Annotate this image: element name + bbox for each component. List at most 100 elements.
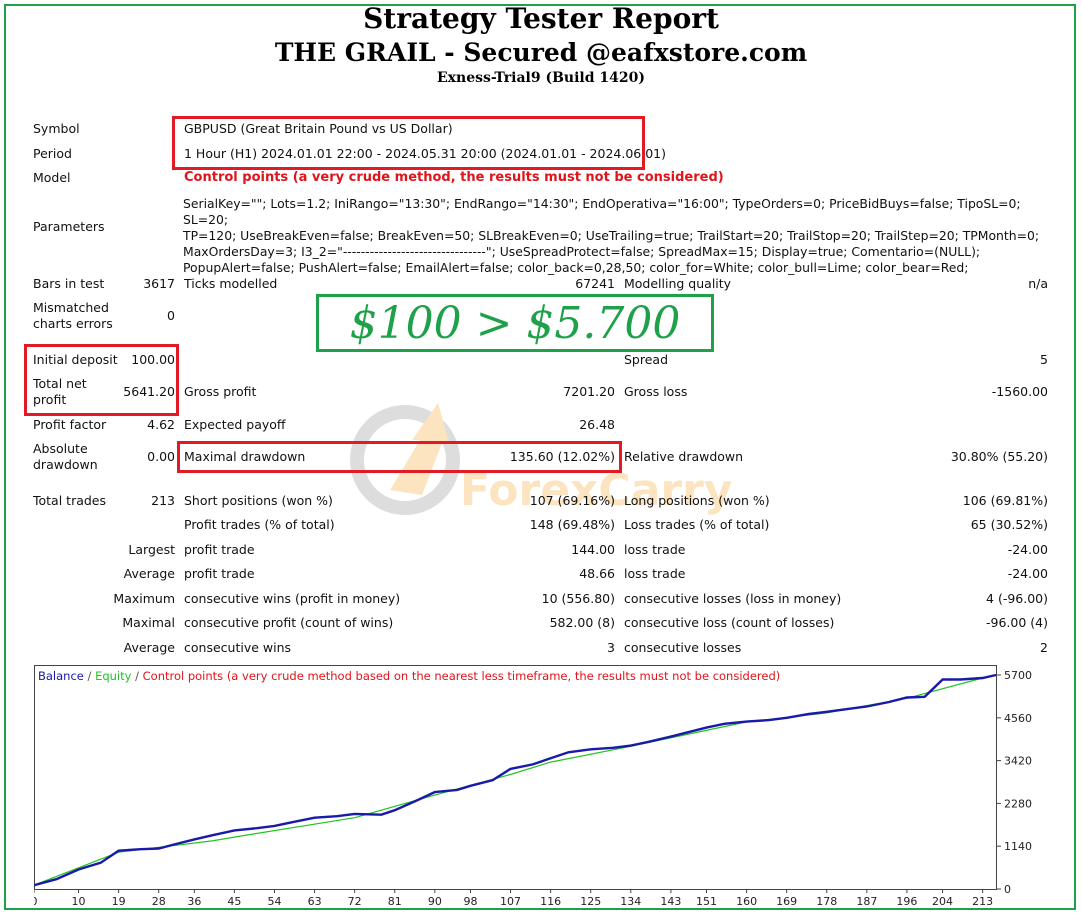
maximal-label: Maximal	[122, 615, 175, 630]
absolute-drawdown-label: Absolute	[33, 441, 88, 456]
total-net-profit-label-line2: profit	[33, 392, 67, 407]
gross-loss-value: -1560.00	[991, 384, 1048, 399]
average-loss-trade-value: -24.00	[1007, 566, 1048, 581]
absolute-drawdown-value: 0.00	[147, 449, 175, 464]
x-tick-label: 160	[736, 895, 757, 908]
max-consecutive-losses-label: consecutive losses (loss in money)	[624, 591, 842, 606]
max-consecutive-losses-value: 4 (-96.00)	[986, 591, 1048, 606]
promo-banner: $100 > $5.700	[316, 294, 714, 352]
x-tick-label: 36	[187, 895, 201, 908]
parameters-line: MaxOrdersDay=3; I3_2="------------------…	[183, 244, 981, 259]
x-tick-label: 178	[816, 895, 837, 908]
profit-factor-value: 4.62	[147, 417, 175, 432]
bars-label: Bars in test	[33, 276, 105, 291]
maximal-consecutive-profit-label: consecutive profit (count of wins)	[184, 615, 394, 630]
initial-deposit-value: 100.00	[131, 352, 175, 367]
x-tick-label: 125	[580, 895, 601, 908]
x-tick-label: 116	[540, 895, 561, 908]
plot-area	[34, 665, 997, 890]
short-positions-label: Short positions (won %)	[184, 493, 333, 508]
mismatch-value: 0	[167, 308, 175, 323]
average-consecutive-losses-label: consecutive losses	[624, 640, 742, 655]
x-tick-label: 81	[388, 895, 402, 908]
x-tick-label: 98	[463, 895, 477, 908]
x-tick-label: 63	[308, 895, 322, 908]
expected-payoff-value: 26.48	[579, 417, 615, 432]
legend-separator: /	[135, 669, 139, 683]
average-profit-trade-label: profit trade	[184, 566, 255, 581]
chart-legend: Balance / Equity / Control points (a ver…	[38, 669, 780, 683]
total-trades-label: Total trades	[33, 493, 107, 508]
short-positions-value: 107 (69.16%)	[529, 493, 615, 508]
report-frame	[4, 4, 1076, 910]
promo-text: $100 > $5.700	[349, 297, 681, 349]
symbol-value: GBPUSD (Great Britain Pound vs US Dollar…	[184, 121, 453, 136]
x-tick-label: 143	[660, 895, 681, 908]
gross-loss-label: Gross loss	[624, 384, 688, 399]
largest-profit-trade-label: profit trade	[184, 542, 255, 557]
x-tick-label: 45	[227, 895, 241, 908]
x-tick-label: 196	[896, 895, 917, 908]
total-net-profit-label: Total net	[33, 376, 87, 391]
x-tick-label: 169	[776, 895, 797, 908]
gross-profit-label: Gross profit	[184, 384, 257, 399]
x-tick-label: 54	[268, 895, 282, 908]
period-label: Period	[33, 146, 72, 161]
x-tick-label: 10	[72, 895, 86, 908]
watermark-logo-icon	[350, 405, 460, 515]
x-tick-label: 0	[34, 895, 38, 908]
total-trades-value: 213	[151, 493, 175, 508]
maximal-drawdown-label: Maximal drawdown	[184, 449, 306, 464]
mismatch-label: Mismatched	[33, 300, 109, 315]
max-consecutive-wins-value: 10 (556.80)	[541, 591, 615, 606]
maximum-label: Maximum	[113, 591, 175, 606]
average-profit-trade-value: 48.66	[579, 566, 615, 581]
parameters-line: SerialKey=""; Lots=1.2; IniRango="13:30"…	[183, 196, 1021, 227]
y-tick-label: 1140	[1004, 840, 1032, 853]
expected-payoff-label: Expected payoff	[184, 417, 286, 432]
forexcarry-watermark: ForexCarry	[350, 403, 733, 516]
absolute-drawdown-label-line2: drawdown	[33, 457, 98, 472]
drawdown-highlight	[177, 441, 622, 473]
max-consecutive-wins-label: consecutive wins (profit in money)	[184, 591, 401, 606]
average-consecutive-label: Average	[123, 640, 175, 655]
maximal-consecutive-loss-label: consecutive loss (count of losses)	[624, 615, 835, 630]
largest-profit-trade-value: 144.00	[571, 542, 615, 557]
deposit-profit-highlight	[24, 344, 179, 416]
report-subtitle: THE GRAIL - Secured @eafxstore.com	[274, 38, 808, 67]
legend-balance: Balance	[38, 669, 84, 683]
largest-loss-trade-value: -24.00	[1007, 542, 1048, 557]
total-net-profit-value: 5641.20	[123, 384, 175, 399]
modelling-quality-value: n/a	[1028, 276, 1048, 291]
modelling-quality-label: Modelling quality	[624, 276, 732, 291]
x-tick-label: 19	[112, 895, 126, 908]
x-tick-label: 134	[620, 895, 641, 908]
ticks-value: 67241	[575, 276, 615, 291]
y-tick-label: 3420	[1004, 755, 1032, 768]
relative-drawdown-label: Relative drawdown	[624, 449, 744, 464]
model-value: Control points (a very crude method, the…	[184, 170, 724, 185]
x-tick-label: 90	[428, 895, 442, 908]
legend-separator: /	[87, 669, 92, 683]
legend-equity: Equity	[95, 669, 132, 683]
period-value: 1 Hour (H1) 2024.01.01 22:00 - 2024.05.3…	[184, 146, 667, 161]
x-tick-label: 204	[932, 895, 953, 908]
maximal-consecutive-profit-value: 582.00 (8)	[549, 615, 615, 630]
parameters-line: TP=120; UseBreakEven=false; BreakEven=50…	[183, 228, 1040, 243]
bars-value: 3617	[143, 276, 175, 291]
y-tick-label: 5700	[1004, 669, 1032, 682]
maximal-consecutive-loss-value: -96.00 (4)	[986, 615, 1048, 630]
balance-chart: 0 1140 2280 3420 4560 5700 0 10 19 28 36 45 54 63 72 81…	[34, 665, 1032, 908]
x-tick-label: 187	[856, 895, 877, 908]
y-tick-label: 4560	[1004, 712, 1032, 725]
long-positions-label: Long positions (won %)	[624, 493, 770, 508]
parameters-value: SerialKey=""; Lots=1.2; IniRango="13:30"…	[183, 196, 1063, 276]
average-consecutive-wins-label: consecutive wins	[184, 640, 292, 655]
x-tick-label: 213	[972, 895, 993, 908]
relative-drawdown-value: 30.80% (55.20)	[950, 449, 1048, 464]
initial-deposit-label: Initial deposit	[33, 352, 118, 367]
average-consecutive-wins-value: 3	[607, 640, 615, 655]
loss-trades-label: Loss trades (% of total)	[624, 517, 770, 532]
x-tick-label: 151	[696, 895, 717, 908]
x-tick-label: 107	[500, 895, 521, 908]
